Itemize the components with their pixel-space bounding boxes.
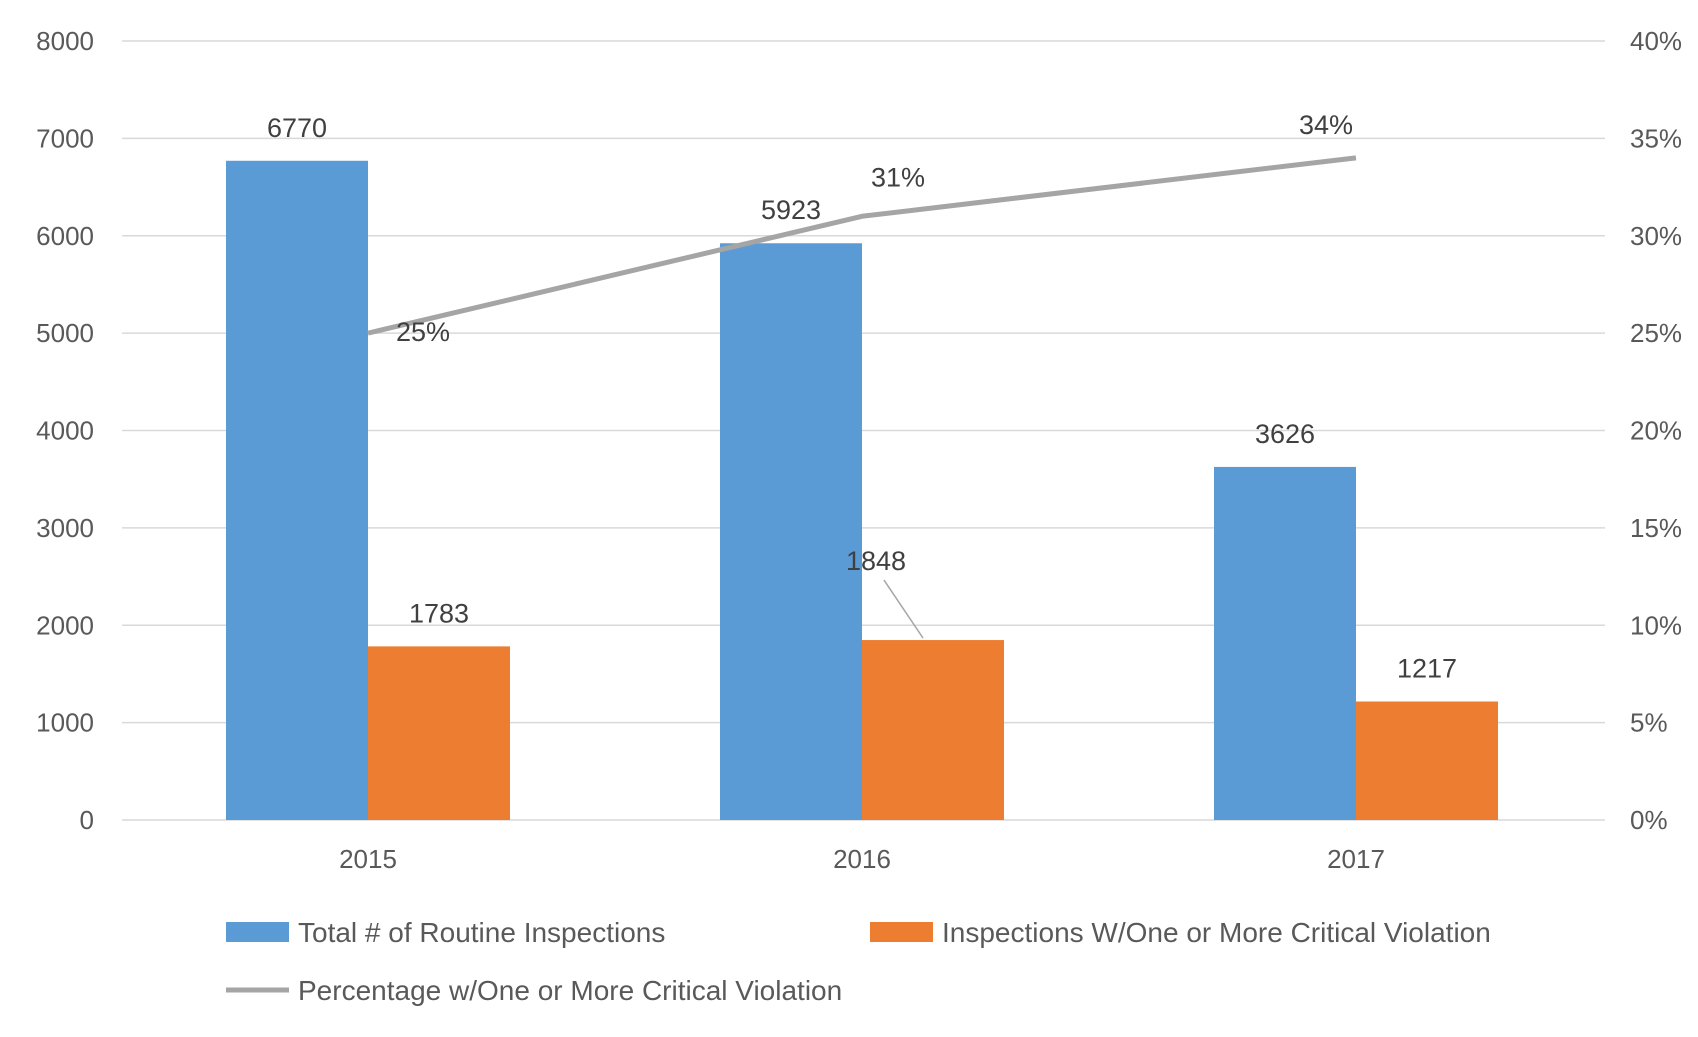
legend-swatch xyxy=(226,922,289,942)
left-axis-tick-label: 1000 xyxy=(36,708,94,738)
left-axis-tick-label: 7000 xyxy=(36,123,94,153)
bars xyxy=(226,160,1498,821)
legend: Total # of Routine Inspections Inspection… xyxy=(226,917,1491,1006)
left-axis-tick-label: 0 xyxy=(80,805,94,835)
x-axis-category-label: 2016 xyxy=(833,844,891,874)
legend-label: Percentage w/One or More Critical Violat… xyxy=(298,975,842,1006)
bar-data-label: 6770 xyxy=(267,113,327,143)
line-data-label: 25% xyxy=(396,317,450,347)
bar-data-label: 3626 xyxy=(1255,419,1315,449)
bar-critical-violations xyxy=(862,640,1004,820)
bar-total-inspections xyxy=(1214,466,1356,820)
right-axis-tick-label: 20% xyxy=(1630,416,1682,446)
left-axis-tick-label: 3000 xyxy=(36,513,94,543)
right-axis-tick-label: 10% xyxy=(1630,610,1682,640)
right-axis-tick-label: 30% xyxy=(1630,221,1682,251)
line-data-label: 31% xyxy=(871,162,925,192)
bar-critical-violations xyxy=(368,646,510,820)
bar-total-inspections xyxy=(226,160,368,821)
data-labels: 6770 5923 3626 1783 1848 1217 25% 31% 34% xyxy=(267,110,1457,684)
right-axis-tick-label: 15% xyxy=(1630,513,1682,543)
right-axis-tick-label: 35% xyxy=(1630,123,1682,153)
right-axis: 0% 5% 10% 15% 20% 25% 30% 35% 40% xyxy=(1630,26,1682,835)
left-axis-tick-label: 4000 xyxy=(36,416,94,446)
left-axis-tick-label: 6000 xyxy=(36,221,94,251)
line-data-label: 34% xyxy=(1299,110,1353,140)
legend-label: Total # of Routine Inspections xyxy=(298,917,665,948)
right-axis-tick-label: 5% xyxy=(1630,708,1668,738)
legend-swatch xyxy=(870,922,933,942)
line-series xyxy=(367,155,1357,336)
bar-data-label: 1848 xyxy=(846,546,906,576)
right-axis-tick-label: 0% xyxy=(1630,805,1668,835)
left-axis-tick-label: 5000 xyxy=(36,318,94,348)
bar-total-inspections xyxy=(720,243,862,821)
bar-data-label: 1217 xyxy=(1397,653,1457,683)
left-axis-tick-label: 8000 xyxy=(36,26,94,56)
right-axis-tick-label: 40% xyxy=(1630,26,1682,56)
left-axis-tick-label: 2000 xyxy=(36,610,94,640)
legend-label: Inspections W/One or More Critical Viola… xyxy=(942,917,1491,948)
label-leader-line xyxy=(883,579,924,639)
bar-data-label: 5923 xyxy=(761,195,821,225)
x-axis-category-label: 2015 xyxy=(339,844,397,874)
x-axis-category-label: 2017 xyxy=(1327,844,1385,874)
bar-data-label: 1783 xyxy=(409,598,469,628)
x-axis: 2015 2016 2017 xyxy=(339,844,1385,874)
right-axis-tick-label: 25% xyxy=(1630,318,1682,348)
left-axis: 0 1000 2000 3000 4000 5000 6000 7000 8000 xyxy=(36,26,94,835)
percentage-line xyxy=(367,155,1357,336)
bar-critical-violations xyxy=(1356,701,1498,820)
